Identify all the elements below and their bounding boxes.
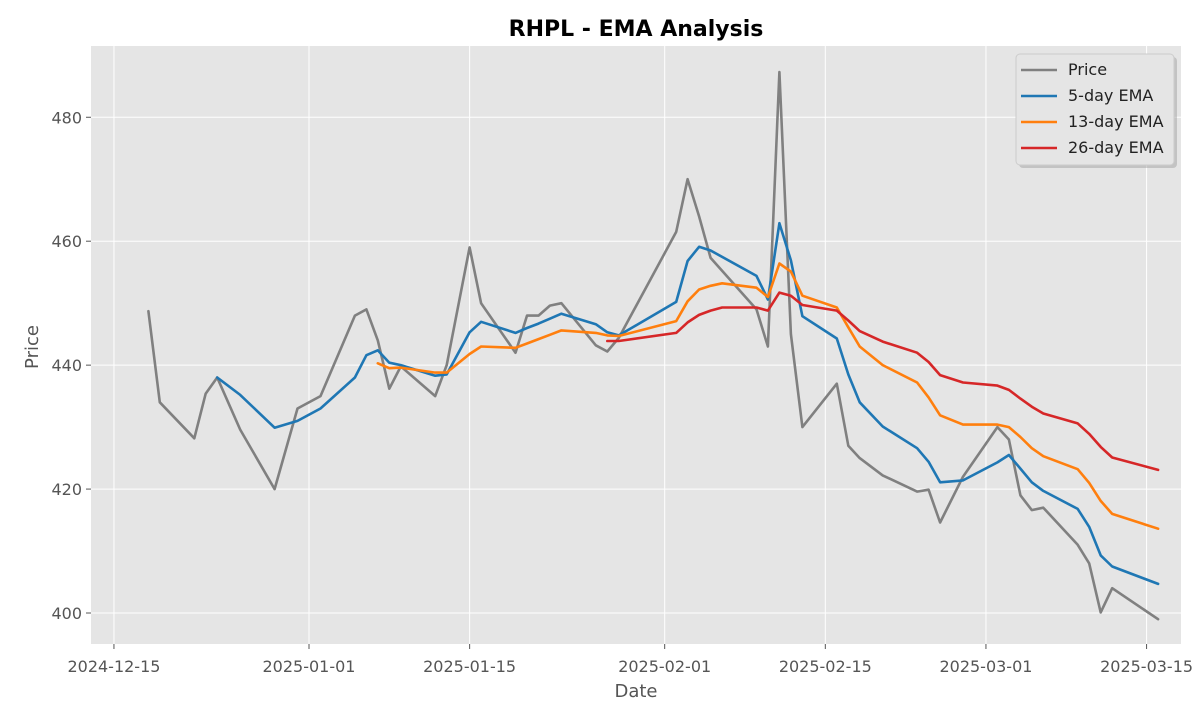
series-lines (147, 70, 1160, 621)
grid-lines (91, 46, 1181, 644)
series-line-26-day-ema (605, 291, 1160, 472)
series-line-13-day-ema (376, 262, 1160, 531)
y-axis-ticks: 400 420 440 460 480 (51, 108, 91, 623)
x-tick-label: 2024-12-15 (67, 657, 160, 676)
legend: Price 5-day EMA 13-day EMA 26-day EMA (1015, 53, 1177, 168)
legend-label-13-day-ema: 13-day EMA (1068, 112, 1164, 131)
y-tick-label: 460 (51, 232, 82, 251)
x-tick-label: 2025-02-01 (618, 657, 711, 676)
x-axis-label: Date (614, 681, 657, 702)
legend-label-5-day-ema: 5-day EMA (1068, 86, 1153, 105)
x-tick-label: 2025-01-15 (423, 657, 516, 676)
x-tick-label: 2025-01-01 (263, 657, 356, 676)
y-tick-label: 480 (51, 108, 82, 127)
y-axis-label: Price (22, 325, 43, 369)
x-tick-label: 2025-02-15 (779, 657, 872, 676)
y-tick-label: 400 (51, 604, 82, 623)
series-line-price (147, 70, 1160, 621)
y-tick-label: 420 (51, 480, 82, 499)
x-tick-label: 2025-03-01 (939, 657, 1032, 676)
legend-label-price: Price (1068, 60, 1107, 79)
x-axis-ticks: 2024-12-15 2025-01-01 2025-01-15 2025-02-01… (67, 644, 1193, 676)
legend-label-26-day-ema: 26-day EMA (1068, 138, 1164, 157)
chart-title: RHPL - EMA Analysis (509, 17, 764, 42)
series-line-5-day-ema (215, 221, 1160, 586)
x-tick-label: 2025-03-15 (1100, 657, 1193, 676)
legend-box (1015, 53, 1175, 166)
plot-area (91, 46, 1181, 644)
y-tick-label: 440 (51, 356, 82, 375)
